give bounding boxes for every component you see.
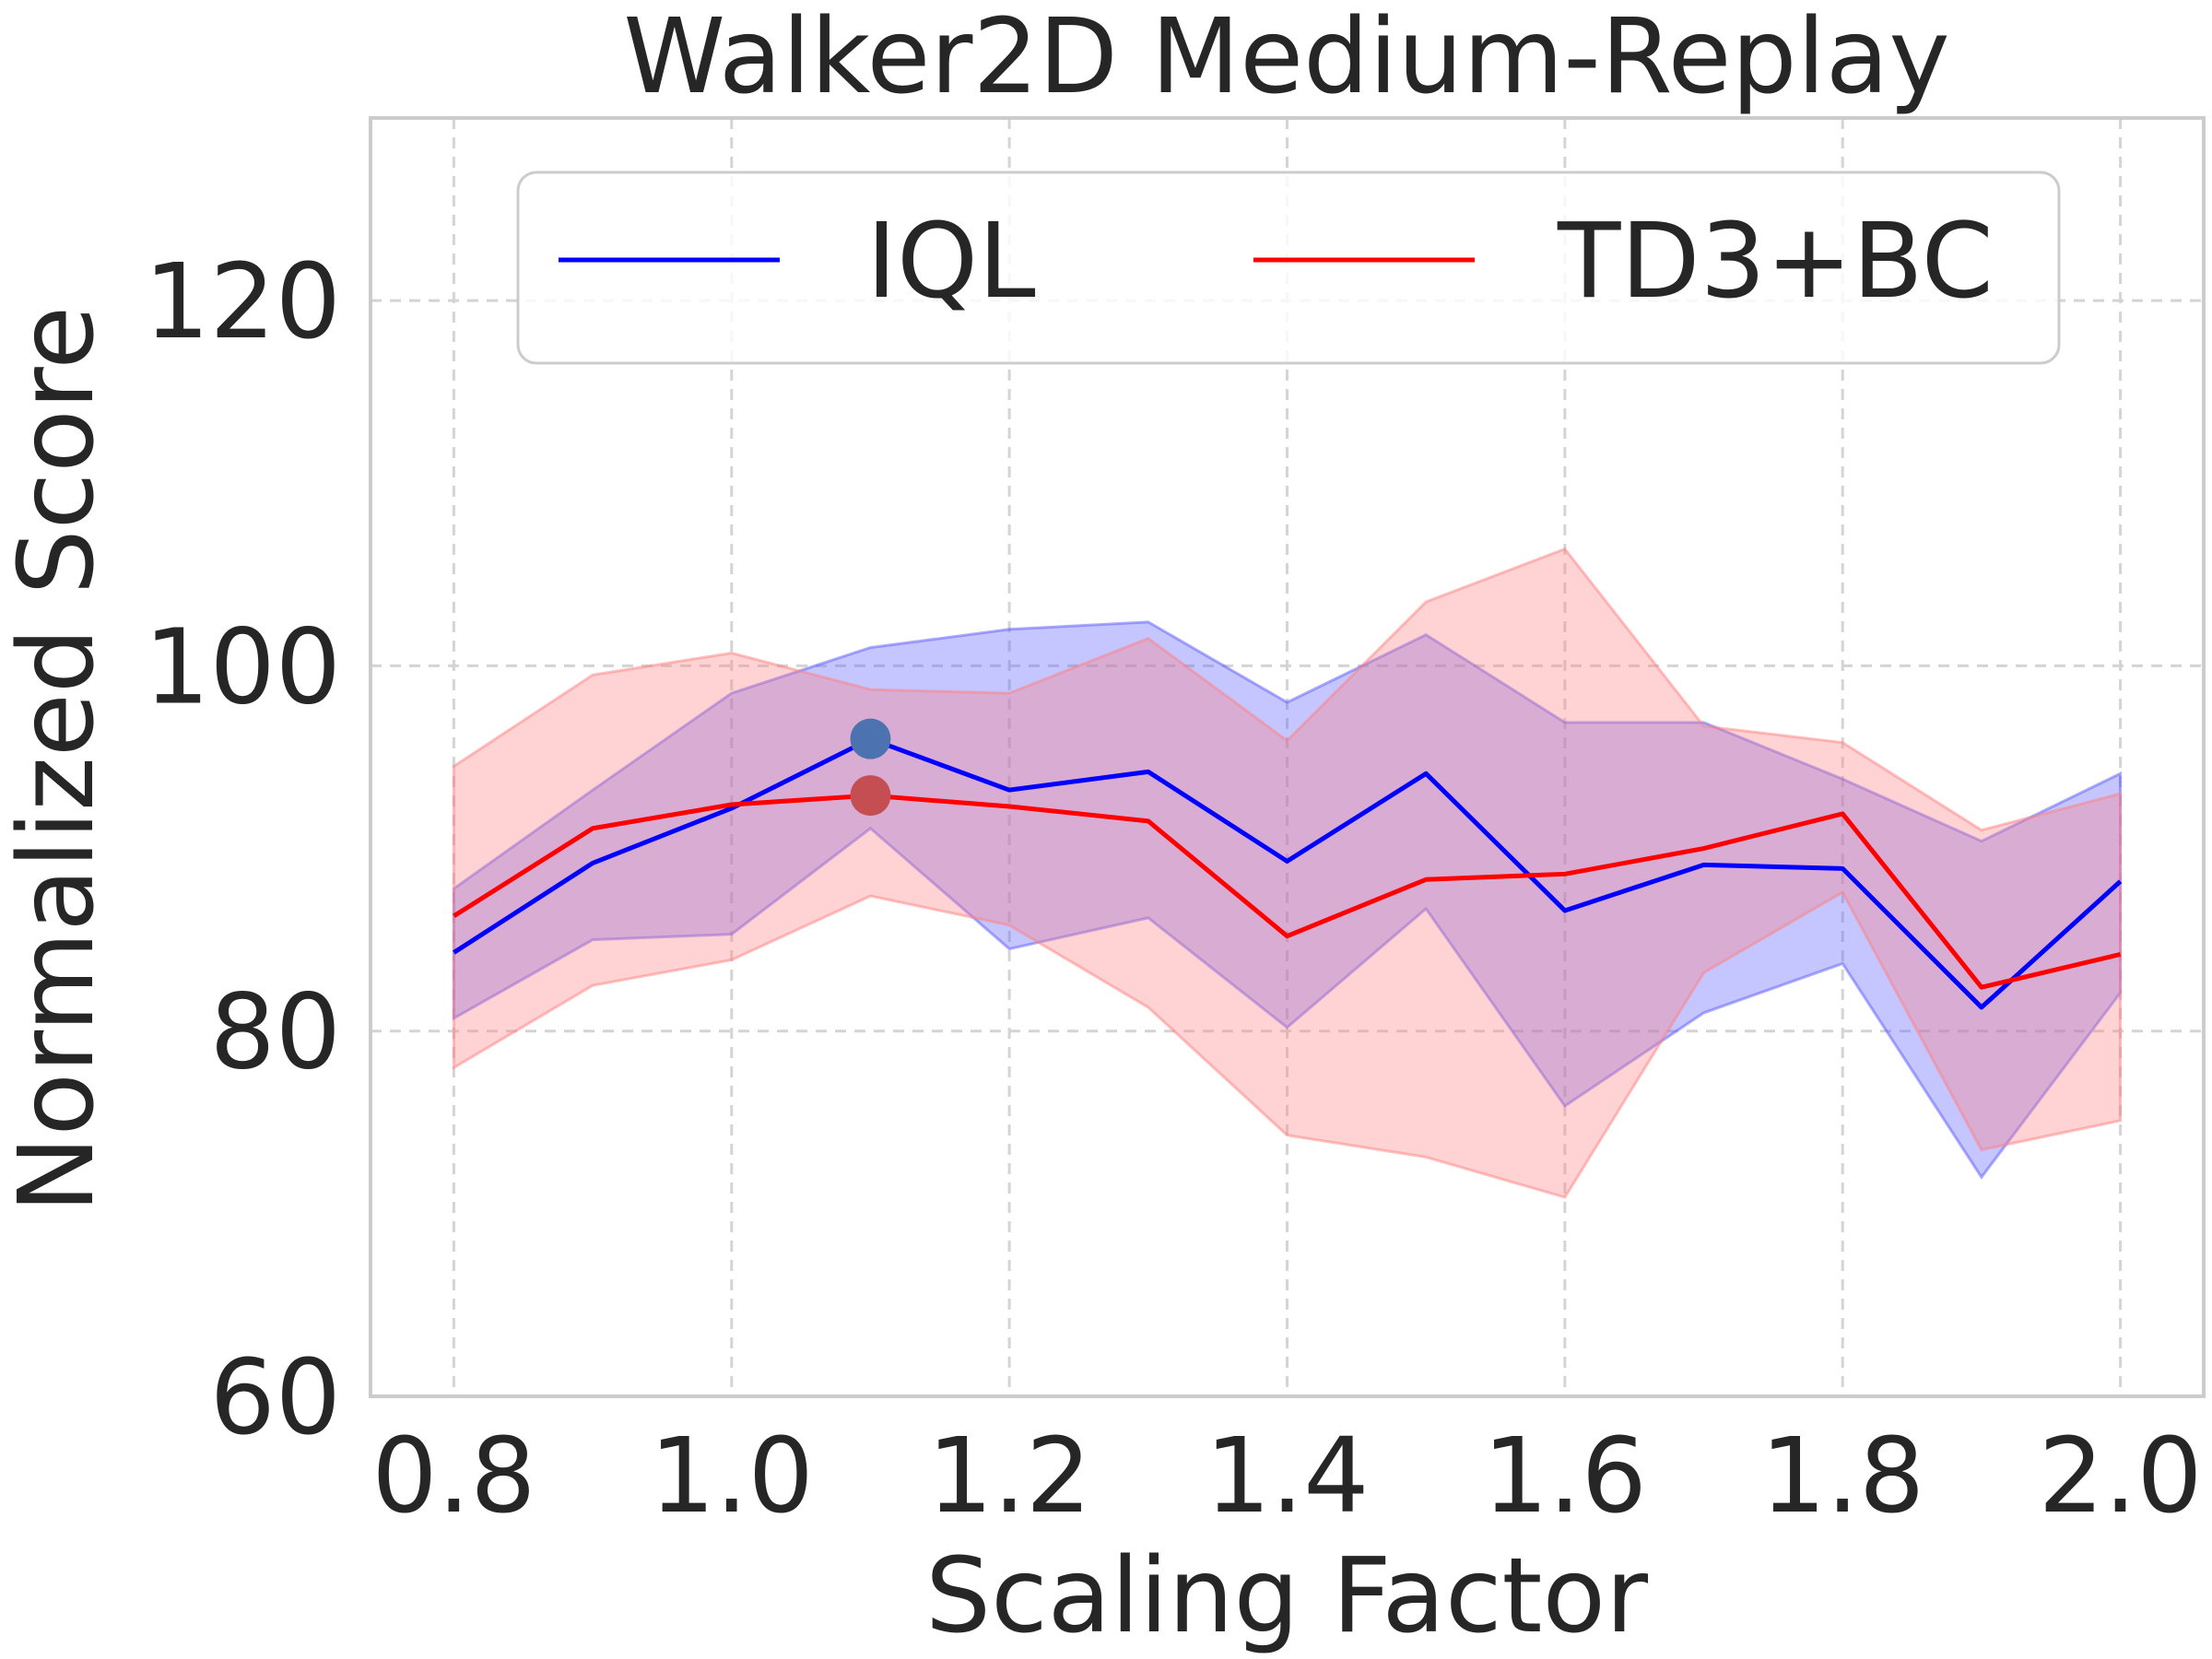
line-td3bc: [453, 793, 2122, 990]
point-td3bc-8: [1562, 871, 1568, 877]
point-td3bc-4: [1006, 804, 1012, 809]
point-iql-12: [2118, 878, 2124, 884]
y-axis-ticks: 60 80 100 120: [144, 242, 341, 1458]
x-tick-label-6: 2.0: [2039, 1417, 2203, 1536]
highlight-markers: [850, 718, 891, 817]
x-tick-label-0: 0.8: [371, 1417, 535, 1536]
point-td3bc-12: [2118, 951, 2124, 957]
x-tick-label-5: 1.8: [1760, 1417, 1924, 1536]
point-iql-11: [1979, 1005, 1984, 1010]
point-td3bc-6: [1285, 934, 1290, 939]
point-td3bc-1: [590, 826, 595, 831]
highlight-marker-td3bc: [850, 775, 891, 817]
point-td3bc-11: [1979, 984, 1984, 990]
x-tick-label-1: 1.0: [650, 1417, 814, 1536]
chart-title: Walker2D Medium-Replay: [623, 0, 1949, 117]
legend-box: [516, 171, 2061, 365]
band-td3bc: [452, 547, 2123, 1199]
point-td3bc-9: [1701, 846, 1707, 852]
point-iql-6: [1285, 858, 1290, 864]
point-td3bc-0: [451, 913, 456, 919]
point-iql-10: [1840, 865, 1845, 871]
legend-label-td3bc: TD3+BC: [1557, 202, 1994, 322]
point-td3bc-10: [1840, 811, 1845, 817]
point-td3bc-7: [1423, 877, 1429, 882]
highlight-marker-iql: [850, 718, 891, 759]
point-iql-8: [1562, 908, 1568, 913]
y-axis-title: Normalized Score: [0, 306, 117, 1213]
point-iql-1: [590, 860, 595, 865]
confidence-bands: [452, 547, 2123, 1199]
point-iql-0: [451, 950, 456, 956]
point-td3bc-2: [729, 802, 735, 807]
x-axis-title: Scaling Factor: [925, 1536, 1649, 1656]
point-td3bc-5: [1146, 818, 1151, 824]
x-axis-ticks: 0.8 1.0 1.2 1.4 1.6 1.8 2.0: [371, 1417, 2202, 1536]
point-iql-9: [1701, 862, 1707, 867]
legend: IQL TD3+BC: [516, 171, 2061, 365]
line-iql: [453, 736, 2123, 1010]
y-tick-label-3: 120: [144, 242, 341, 362]
point-iql-5: [1146, 769, 1151, 774]
series-lines: [451, 736, 2124, 1010]
y-tick-label-1: 80: [209, 973, 341, 1093]
x-tick-label-2: 1.2: [927, 1417, 1091, 1536]
legend-label-iql: IQL: [866, 202, 1036, 322]
x-tick-label-4: 1.6: [1483, 1417, 1647, 1536]
point-iql-7: [1423, 771, 1429, 776]
x-tick-label-3: 1.4: [1205, 1417, 1369, 1536]
y-tick-label-0: 60: [209, 1338, 341, 1458]
y-tick-label-2: 100: [144, 607, 341, 727]
point-iql-4: [1006, 787, 1012, 793]
plot-frame: [369, 116, 2206, 1398]
